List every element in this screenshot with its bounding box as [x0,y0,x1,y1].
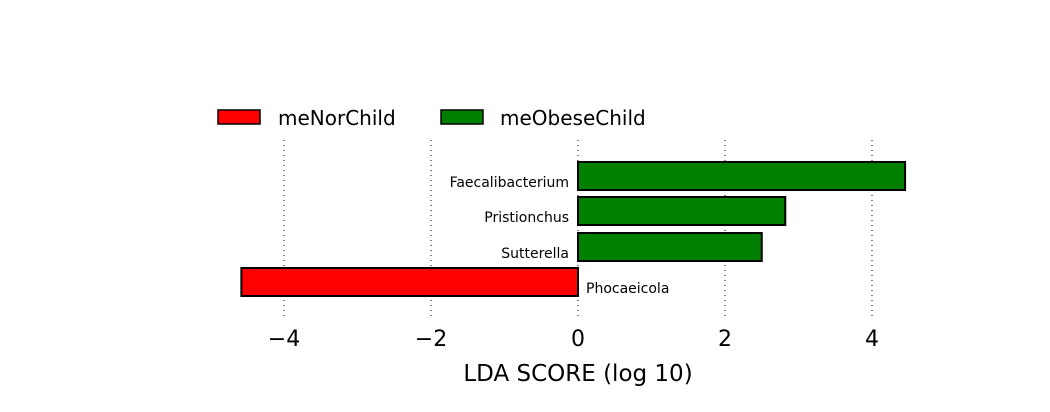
x-tick-layer: −4 −2 0 2 4 [268,327,879,352]
legend-label-1: meObeseChild [500,106,646,130]
x-axis-label: LDA SCORE (log 10) [463,361,692,387]
bar-label-layer: Faecalibacterium Pristionchus Sutterella Ph… [450,175,670,297]
x-tick-label: −4 [268,327,300,352]
bar [240,267,579,297]
legend-swatch-1 [440,109,484,125]
bar [577,196,787,226]
legend-swatch-0 [217,109,261,125]
legend-label-0: meNorChild [278,106,396,130]
x-tick-label: 2 [718,327,732,352]
legend: meNorChild meObeseChild [217,106,646,130]
bar-label: Phocaeicola [586,281,669,297]
bar [577,232,763,262]
x-tick-label: 0 [571,327,585,352]
x-tick-label: −2 [415,327,447,352]
bar-label: Faecalibacterium [450,175,569,191]
bar [577,161,907,191]
bar-layer [240,161,907,297]
bar-label: Pristionchus [484,210,569,226]
x-tick-label: 4 [865,327,879,352]
bar-label: Sutterella [501,246,569,262]
